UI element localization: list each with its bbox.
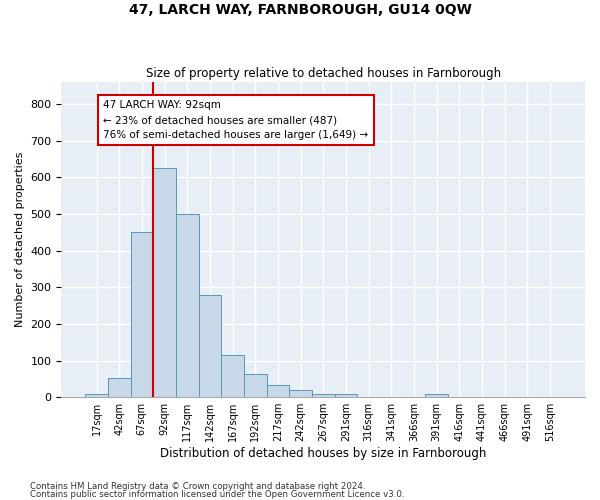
- Bar: [266, 385, 289, 397]
- Bar: [199, 294, 221, 397]
- Bar: [153, 168, 176, 397]
- Bar: [221, 355, 244, 397]
- Text: Contains HM Land Registry data © Crown copyright and database right 2024.: Contains HM Land Registry data © Crown c…: [30, 482, 365, 491]
- Bar: [244, 374, 266, 397]
- Title: Size of property relative to detached houses in Farnborough: Size of property relative to detached ho…: [146, 66, 501, 80]
- Y-axis label: Number of detached properties: Number of detached properties: [15, 152, 25, 328]
- Bar: [289, 390, 312, 397]
- Bar: [108, 378, 131, 397]
- Bar: [335, 394, 357, 397]
- Bar: [176, 214, 199, 397]
- Text: Contains public sector information licensed under the Open Government Licence v3: Contains public sector information licen…: [30, 490, 404, 499]
- Text: 47 LARCH WAY: 92sqm
← 23% of detached houses are smaller (487)
76% of semi-detac: 47 LARCH WAY: 92sqm ← 23% of detached ho…: [103, 100, 368, 140]
- Bar: [131, 232, 153, 397]
- Text: 47, LARCH WAY, FARNBOROUGH, GU14 0QW: 47, LARCH WAY, FARNBOROUGH, GU14 0QW: [128, 2, 472, 16]
- Bar: [85, 394, 108, 397]
- Bar: [425, 394, 448, 397]
- X-axis label: Distribution of detached houses by size in Farnborough: Distribution of detached houses by size …: [160, 447, 487, 460]
- Bar: [312, 394, 335, 397]
